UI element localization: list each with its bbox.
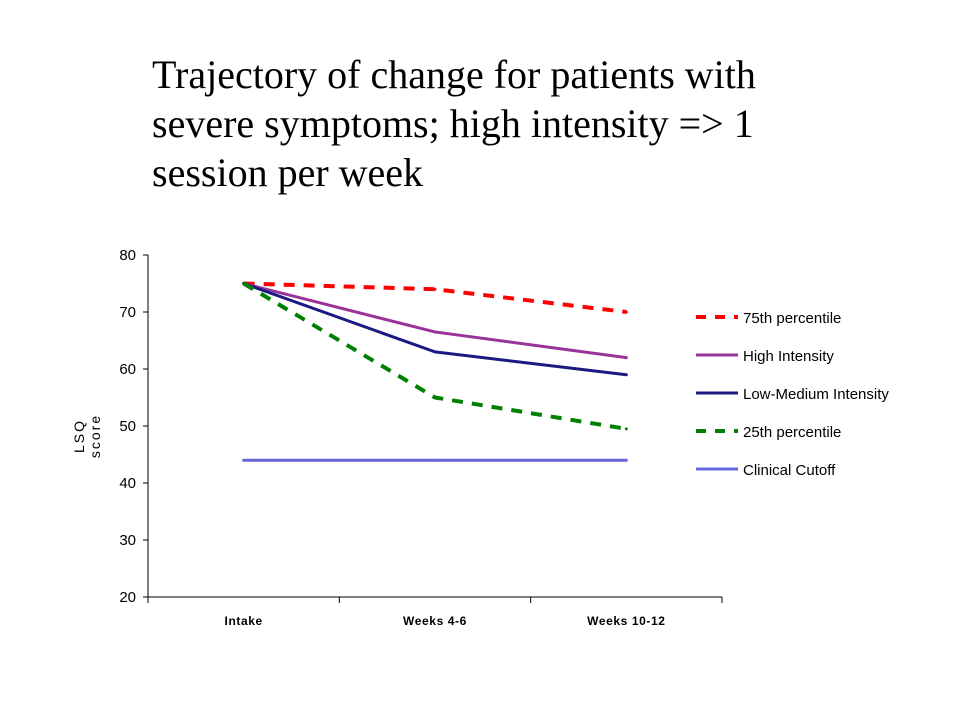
chart-legend: 75th percentile High Intensity Low-Medium … <box>688 295 920 485</box>
series-line <box>243 281 627 314</box>
data-point <box>433 330 437 334</box>
data-point <box>433 350 437 354</box>
y-axis-title-line: LSQ <box>71 419 87 453</box>
data-point <box>433 458 437 462</box>
legend-label: 75th percentile <box>743 310 841 327</box>
data-point <box>242 458 246 462</box>
legend-label: 25th percentile <box>743 424 841 441</box>
title-line-1: Trajectory of change for patients with <box>152 52 756 97</box>
y-tick-label: 20 <box>119 589 136 606</box>
legend-box <box>688 295 920 485</box>
data-point <box>433 396 437 399</box>
y-tick-label: 40 <box>119 475 136 492</box>
data-point <box>624 427 628 431</box>
data-point <box>433 287 437 291</box>
y-tick-label: 70 <box>119 304 136 321</box>
data-point <box>624 458 628 462</box>
title-line-2: severe symptoms; high intensity => 1 <box>152 101 754 146</box>
legend-label: Low-Medium Intensity <box>743 386 889 403</box>
slide-title: Trajectory of change for patients with s… <box>152 50 872 197</box>
legend-label: Clinical Cutoff <box>743 462 836 479</box>
data-point <box>624 373 628 377</box>
legend-label: High Intensity <box>743 348 834 365</box>
y-tick-label: 80 <box>119 247 136 264</box>
y-tick-label: 30 <box>119 532 136 549</box>
data-point <box>624 310 628 314</box>
x-category-label: Intake <box>225 614 263 628</box>
data-point <box>624 356 628 360</box>
y-tick-label: 60 <box>119 361 136 378</box>
y-axis-title-line: score <box>87 414 103 458</box>
y-tick-label: 50 <box>119 418 136 435</box>
title-line-3: session per week <box>152 150 424 195</box>
x-category-label: Weeks 4-6 <box>403 614 467 628</box>
chart-series <box>242 281 628 462</box>
data-point <box>242 282 246 285</box>
x-category-label: Weeks 10-12 <box>587 614 665 628</box>
chart-axes: 20 30 40 50 60 70 80 Intake Weeks 4-6 Weeks 10-12… <box>71 247 723 628</box>
series-line <box>243 282 627 360</box>
y-axis-title: LSQ score <box>71 414 103 458</box>
